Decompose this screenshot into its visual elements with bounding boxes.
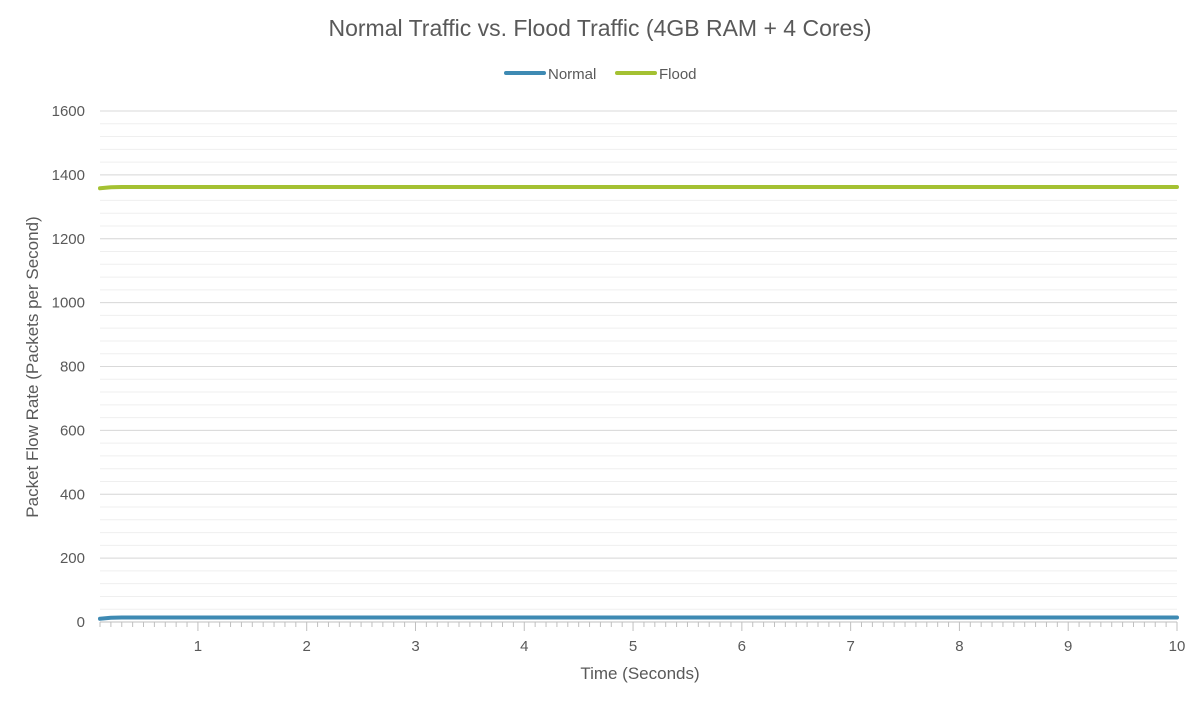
x-tick-label: 10 (1169, 638, 1186, 655)
y-tick-label: 800 (60, 359, 85, 376)
legend-label-flood: Flood (659, 66, 697, 83)
y-axis-label: Packet Flow Rate (Packets per Second) (23, 216, 42, 517)
series-line-normal (98, 615, 1179, 621)
x-tick-label: 4 (520, 638, 528, 655)
y-tick-label: 1200 (52, 231, 85, 248)
x-tick-label: 3 (411, 638, 419, 655)
y-tick-label: 1000 (52, 295, 85, 312)
y-tick-label: 0 (77, 614, 85, 631)
x-tick-label: 5 (629, 638, 637, 655)
y-tick-label: 400 (60, 486, 85, 503)
y-tick-label: 1600 (52, 103, 85, 120)
legend-label-normal: Normal (548, 66, 596, 83)
chart-title: Normal Traffic vs. Flood Traffic (4GB RA… (329, 15, 872, 41)
legend: Normal Flood (504, 66, 697, 83)
major-gridlines (100, 110, 1177, 559)
y-tick-label: 1400 (52, 167, 85, 184)
x-tick-label: 7 (846, 638, 854, 655)
y-tick-label: 200 (60, 550, 85, 567)
y-axis-tick-labels: 0 200 400 600 800 1000 1200 1400 1600 (52, 103, 85, 631)
x-axis: 1 2 3 4 5 6 7 8 9 10 (99, 621, 1186, 655)
x-axis-label: Time (Seconds) (580, 664, 699, 683)
series-line-flood (98, 185, 1179, 191)
series-lines (98, 185, 1179, 621)
x-tick-label: 9 (1064, 638, 1072, 655)
x-tick-label: 1 (194, 638, 202, 655)
x-tick-label: 6 (738, 638, 746, 655)
x-tick-label: 8 (955, 638, 963, 655)
x-tick-label: 2 (303, 638, 311, 655)
y-tick-label: 600 (60, 422, 85, 439)
